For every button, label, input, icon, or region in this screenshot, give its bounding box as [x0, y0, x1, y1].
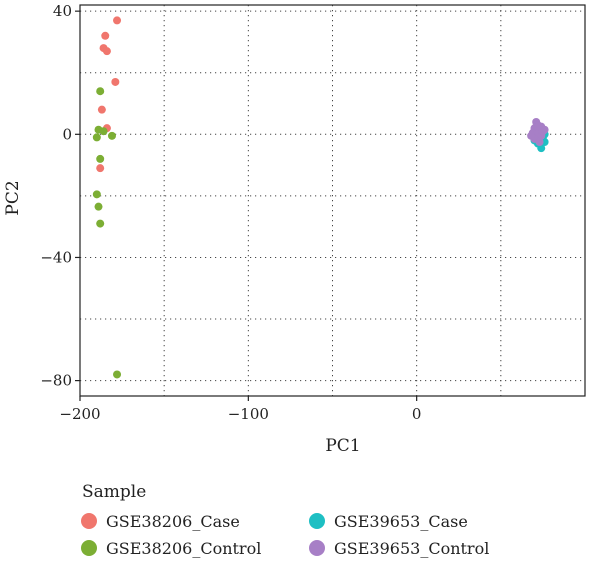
data-point — [113, 16, 122, 25]
data-point — [533, 122, 542, 131]
legend-title: Sample — [82, 482, 146, 502]
data-point — [97, 105, 106, 114]
data-points — [92, 16, 549, 379]
data-point — [113, 370, 122, 379]
x-axis-title: PC1 — [325, 436, 360, 456]
series-gse39653-control — [527, 117, 549, 147]
x-tick-label: 0 — [412, 405, 422, 423]
y-tick-label: 40 — [53, 2, 72, 20]
x-tick-label: −100 — [228, 405, 269, 423]
axes: −200 −100 0 40 0 −40 −80 — [40, 2, 421, 423]
data-point — [94, 202, 103, 211]
legend-item: GSE38206_Case — [81, 512, 240, 531]
x-tick-label: −200 — [59, 405, 100, 423]
legend-item: GSE39653_Control — [309, 539, 489, 558]
legend-key — [81, 513, 97, 529]
data-point — [96, 87, 105, 96]
data-point — [96, 219, 105, 228]
legend-key — [309, 513, 325, 529]
data-point — [527, 131, 536, 140]
y-axis-title: PC2 — [3, 180, 23, 215]
legend-item: GSE39653_Case — [309, 512, 468, 531]
legend-item: GSE38206_Control — [81, 539, 261, 558]
y-tick-label: −80 — [40, 372, 72, 390]
data-point — [96, 154, 105, 163]
data-point — [540, 125, 549, 134]
y-tick-label: 0 — [62, 125, 72, 143]
legend-key — [81, 540, 97, 556]
legend-key — [309, 540, 325, 556]
data-point — [99, 127, 108, 136]
data-point — [96, 164, 105, 173]
data-point — [102, 47, 111, 56]
data-point — [92, 133, 101, 142]
legend-label: GSE38206_Control — [106, 539, 261, 558]
plot-panel-border — [79, 4, 586, 397]
series-gse38206-control — [92, 87, 122, 379]
data-point — [101, 31, 110, 40]
legend-label: GSE38206_Case — [106, 512, 240, 531]
data-point — [107, 131, 116, 140]
data-point — [535, 138, 544, 147]
legend-label: GSE39653_Case — [334, 512, 468, 531]
data-point — [111, 77, 120, 86]
grid-lines — [80, 5, 585, 396]
data-point — [92, 190, 101, 199]
legend-label: GSE39653_Control — [334, 539, 489, 558]
legend: GSE38206_Case GSE38206_Control GSE39653_Ca… — [81, 512, 489, 558]
y-tick-label: −40 — [40, 248, 72, 266]
series-gse38206-case — [96, 16, 122, 173]
